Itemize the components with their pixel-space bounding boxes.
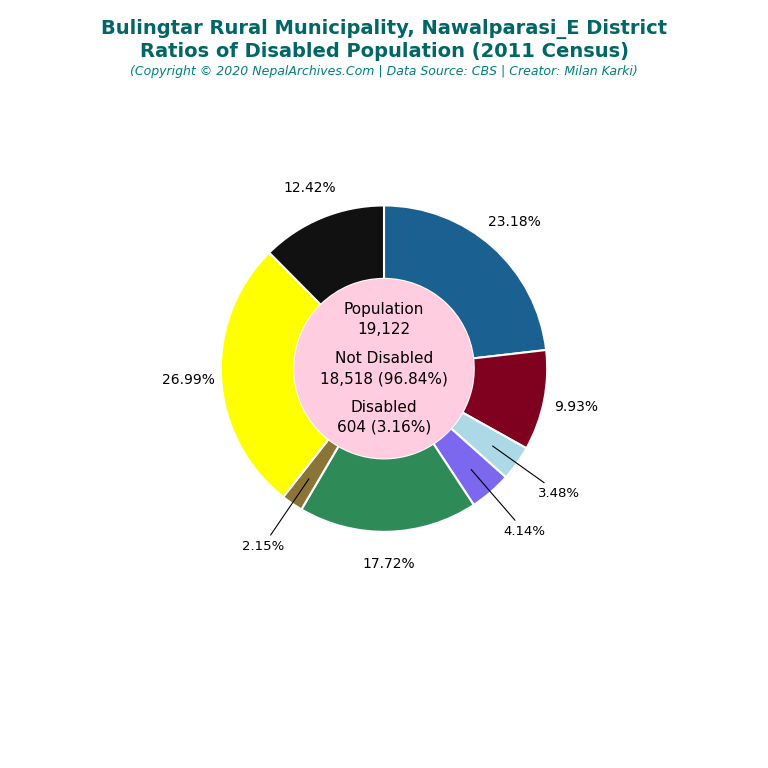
Wedge shape: [462, 350, 547, 449]
Text: 2.15%: 2.15%: [242, 478, 309, 553]
Text: 3.48%: 3.48%: [492, 446, 581, 500]
Text: 17.72%: 17.72%: [362, 558, 415, 571]
Text: 9.93%: 9.93%: [554, 400, 598, 414]
Text: Population
19,122: Population 19,122: [344, 303, 424, 337]
Wedge shape: [451, 412, 526, 477]
Text: (Copyright © 2020 NepalArchives.Com | Data Source: CBS | Creator: Milan Karki): (Copyright © 2020 NepalArchives.Com | Da…: [130, 65, 638, 78]
Text: Disabled
604 (3.16%): Disabled 604 (3.16%): [337, 400, 431, 435]
Wedge shape: [301, 444, 474, 531]
Wedge shape: [433, 429, 506, 505]
Wedge shape: [283, 439, 339, 509]
Wedge shape: [221, 253, 329, 497]
Text: Ratios of Disabled Population (2011 Census): Ratios of Disabled Population (2011 Cens…: [140, 42, 628, 61]
Text: 26.99%: 26.99%: [162, 372, 215, 387]
Text: 12.42%: 12.42%: [283, 180, 336, 194]
Circle shape: [294, 279, 474, 458]
Wedge shape: [270, 206, 384, 305]
Text: Not Disabled
18,518 (96.84%): Not Disabled 18,518 (96.84%): [320, 351, 448, 386]
Text: Bulingtar Rural Municipality, Nawalparasi_E District: Bulingtar Rural Municipality, Nawalparas…: [101, 19, 667, 39]
Text: 23.18%: 23.18%: [488, 216, 541, 230]
Text: 4.14%: 4.14%: [472, 469, 546, 538]
Wedge shape: [384, 206, 546, 359]
